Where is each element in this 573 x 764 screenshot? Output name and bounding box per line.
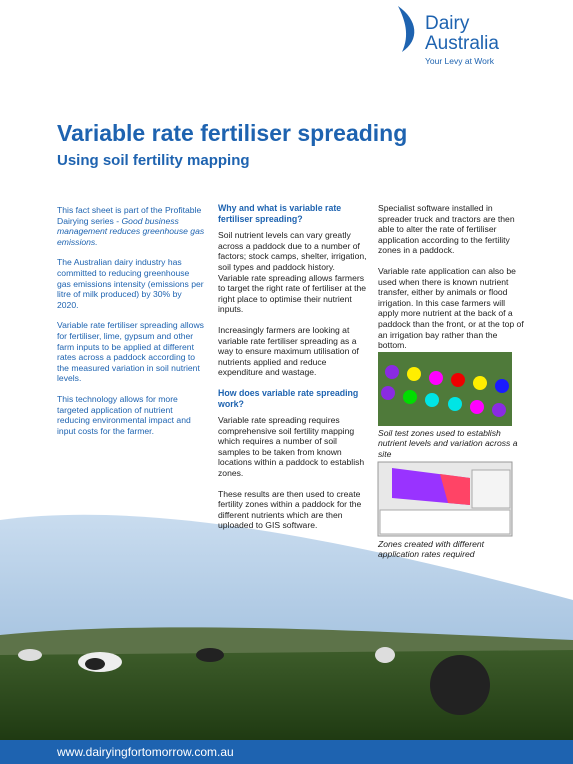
footer-bar (0, 740, 573, 764)
soil-dots (381, 365, 509, 417)
paragraph: Soil nutrient levels can vary greatly ac… (218, 230, 367, 315)
caption: Zones created with different application… (378, 539, 485, 560)
logo-swoosh (398, 6, 415, 52)
paragraph: This fact sheet is part of the Profitabl… (57, 205, 205, 247)
paragraph: This technology allows for more targeted… (57, 393, 191, 436)
title: Variable rate fertiliser spreading (57, 120, 408, 146)
logo-tagline: Your Levy at Work (425, 56, 494, 66)
emphasis: Good business management reduces greenho… (57, 215, 205, 247)
heading: Why and what is variable rate fertiliser… (218, 203, 342, 224)
logo-line: Dairy (425, 13, 470, 34)
logo-line: Australia (425, 33, 499, 54)
soil-map-image (378, 352, 512, 426)
paragraph: Variable rate spreading requires compreh… (218, 415, 365, 479)
zones-legend (471, 469, 511, 509)
column-2: Why and what is variable rate fertiliser… (218, 203, 368, 541)
paragraph: Variable rate application can also be us… (378, 265, 524, 351)
caption: Soil test zones used to establish nutrie… (378, 428, 518, 459)
paragraph: These results are then used to create fe… (218, 488, 362, 531)
paragraph: Specialist software installed in spreade… (378, 203, 515, 256)
zone (440, 474, 470, 505)
zones-table (379, 509, 511, 535)
text: This fact sheet is part of the Profitabl… (57, 205, 202, 226)
logo-text: Dairy Australia Your Levy at Work (425, 14, 499, 68)
column-3: Specialist software installed in spreade… (378, 203, 526, 361)
cows (18, 647, 490, 715)
footer-url: www.dairyingfortomorrow.com.au (57, 745, 234, 759)
heading: How does variable rate spreading work? (218, 387, 359, 409)
column-1: This fact sheet is part of the Profitabl… (57, 205, 205, 446)
photo-field (0, 650, 573, 740)
paragraph: The Australian dairy industry has commit… (57, 257, 204, 310)
paragraph: Variable rate fertiliser spreading allow… (57, 320, 204, 384)
subtitle: Using soil fertility mapping (57, 152, 250, 169)
paragraph: Increasingly farmers are looking at vari… (218, 324, 359, 378)
